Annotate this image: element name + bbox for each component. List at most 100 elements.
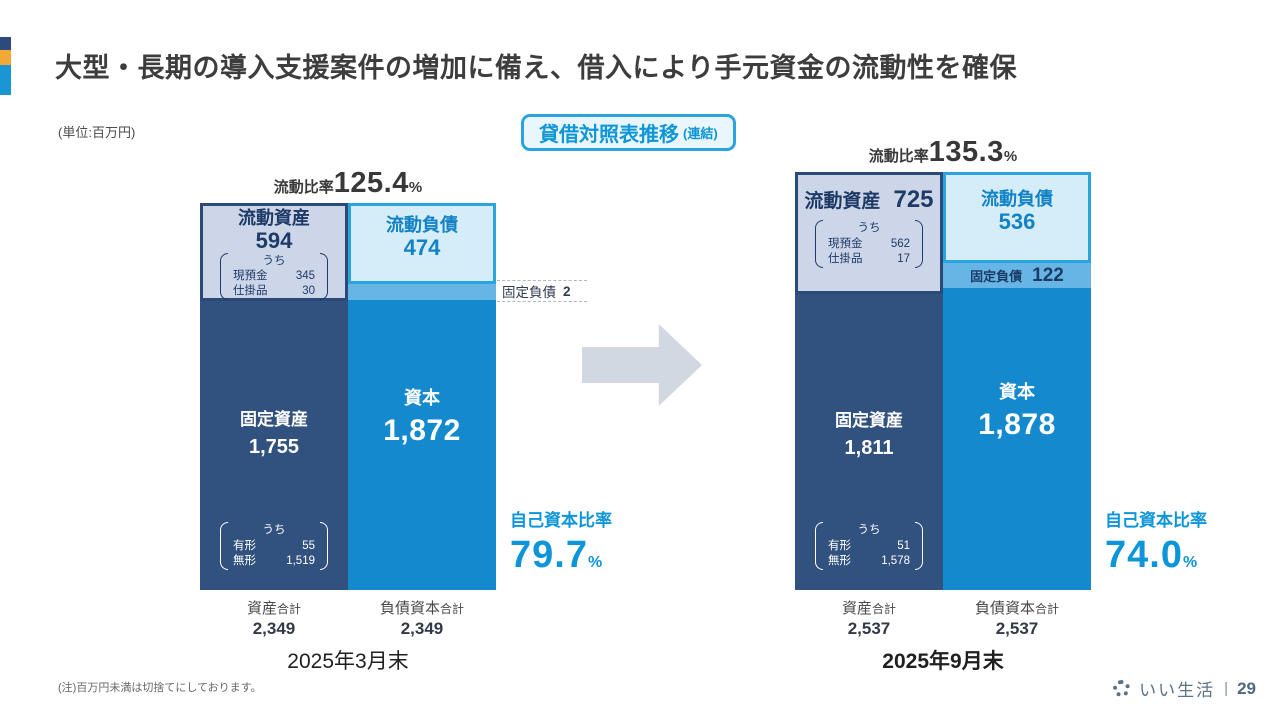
current-assets-label: 流動資産 xyxy=(804,191,881,212)
accent-blue xyxy=(0,65,11,95)
total-label-sub: 合計 xyxy=(277,602,302,616)
breakdown-value: 345 xyxy=(295,270,315,283)
assets-total-value: 2,349 xyxy=(252,619,296,638)
fixed-liabilities-callout: 固定負債 2 xyxy=(497,280,587,302)
breakdown-label: 無形 xyxy=(233,554,256,567)
circular-segments-logo-icon xyxy=(1113,680,1131,697)
accent-navy xyxy=(0,37,11,50)
bracket-right-icon xyxy=(320,522,328,570)
company-logo: いい生活 | 29 xyxy=(1113,676,1256,701)
bracket-right-icon xyxy=(915,220,923,268)
current-liabilities-value: 474 xyxy=(403,234,441,260)
total-label-sub: 合計 xyxy=(872,602,897,616)
breakdown-value: 1,578 xyxy=(881,554,910,567)
current-assets-header: 流動資産 725 xyxy=(804,186,934,213)
breakdown-label: 現預金 xyxy=(828,237,863,250)
right-arrow-icon xyxy=(582,324,702,406)
breakdown-label: 無形 xyxy=(828,554,851,567)
breakdown-value: 55 xyxy=(302,539,315,552)
fixed-assets-breakdown: うち 有形 55 無形 1,519 xyxy=(220,522,328,570)
balance-sheet-badge: 貸借対照表推移 (連結) xyxy=(521,114,736,151)
breakdown-label: 有形 xyxy=(828,539,851,552)
breakdown-row: 現預金 345 xyxy=(233,269,315,284)
period-label-march: 2025年3月末 xyxy=(287,650,409,673)
assets-column: 流動資産 725 うち 現預金 562 仕掛品 17 xyxy=(795,172,943,590)
accent-orange xyxy=(0,50,11,65)
total-label-main: 負債資本 xyxy=(974,600,1035,617)
badge-sub-text: (連結) xyxy=(683,126,718,141)
breakdown-value: 51 xyxy=(897,539,910,552)
fixed-assets-label: 固定資産 xyxy=(835,411,903,430)
breakdown-row: 無形 1,519 xyxy=(233,554,315,569)
current-liabilities-label: 流動負債 xyxy=(981,189,1053,209)
company-name: いい生活 xyxy=(1139,681,1216,700)
liquidity-ratio-unit: % xyxy=(1003,148,1018,165)
equity-ratio-value: 74.0 xyxy=(1105,534,1183,576)
breakdown-prefix: うち xyxy=(857,222,881,235)
equity-ratio-label: 自己資本比率 xyxy=(510,511,612,530)
fixed-assets-section: 固定資産 1,755 うち 有形 55 無形 1,519 xyxy=(200,301,348,590)
assets-total-label: 資産合計 xyxy=(795,597,943,618)
equity-value: 1,872 xyxy=(383,414,461,447)
liquidity-ratio-label: 流動比率 xyxy=(868,148,929,165)
equity-label: 資本 xyxy=(404,388,440,408)
breakdown-row: 仕掛品 17 xyxy=(828,252,910,267)
breakdown-row: 有形 51 xyxy=(828,539,910,554)
breakdown-value: 17 xyxy=(897,252,910,265)
fixed-assets-section: 固定資産 1,811 うち 有形 51 無形 1,578 xyxy=(795,294,943,590)
assets-column: 流動資産 594 うち 現預金 345 仕掛品 30 xyxy=(200,203,348,590)
fixed-liabilities-strip: 固定負債 122 xyxy=(943,263,1091,288)
breakdown-prefix: うち xyxy=(262,524,286,537)
total-label-main: 資産 xyxy=(841,600,872,617)
liabilities-total-label: 負債資本合計 xyxy=(348,597,496,618)
badge-main-text: 貸借対照表推移 xyxy=(539,124,679,146)
bracket-left-icon xyxy=(220,522,228,570)
liabilities-total-march: 負債資本合計 2,349 xyxy=(348,597,496,639)
logo-separator: | xyxy=(1224,680,1229,697)
equity-ratio-value: 79.7 xyxy=(510,534,588,576)
breakdown-row: 無形 1,578 xyxy=(828,554,910,569)
fixed-assets-value: 1,755 xyxy=(248,436,300,458)
fixed-liabilities-value: 122 xyxy=(1032,264,1064,286)
liquidity-ratio-unit: % xyxy=(408,179,423,196)
liquidity-ratio-label: 流動比率 xyxy=(273,179,334,196)
breakdown-row: 仕掛品 30 xyxy=(233,284,315,299)
fixed-assets-label: 固定資産 xyxy=(240,410,308,429)
current-assets-value: 594 xyxy=(255,227,293,253)
liabilities-column: 流動負債 536 固定負債 122 資本 1,878 xyxy=(943,172,1091,590)
breakdown-prefix: うち xyxy=(857,524,881,537)
breakdown-value: 30 xyxy=(302,285,315,298)
equity-ratio-unit: % xyxy=(587,554,603,571)
total-label-sub: 合計 xyxy=(1035,602,1060,616)
current-liabilities-label: 流動負債 xyxy=(386,215,458,235)
current-liabilities-box: 流動負債 536 xyxy=(943,172,1091,263)
liquidity-ratio-value: 125.4 xyxy=(333,167,409,199)
assets-total-march: 資産合計 2,349 xyxy=(200,597,348,639)
breakdown-row: 現預金 562 xyxy=(828,237,910,252)
equity-value: 1,878 xyxy=(978,408,1056,441)
equity-ratio-march: 自己資本比率 79.7 % xyxy=(510,506,700,577)
breakdown-label: 現預金 xyxy=(233,270,268,283)
total-label-main: 負債資本 xyxy=(379,600,440,617)
total-label-main: 資産 xyxy=(246,600,277,617)
breakdown-label: 有形 xyxy=(233,539,256,552)
breakdown-label: 仕掛品 xyxy=(233,285,268,298)
liquidity-ratio-march: 流動比率 125.4 % xyxy=(200,167,496,200)
bracket-left-icon xyxy=(815,220,823,268)
bracket-left-icon xyxy=(220,252,228,301)
current-assets-breakdown: うち 現預金 345 仕掛品 30 xyxy=(220,252,328,301)
equity-section: 資本 1,878 xyxy=(943,288,1091,590)
balance-sheet-chart-march: 流動資産 594 うち 現預金 345 仕掛品 30 xyxy=(200,203,496,590)
fixed-assets-breakdown: うち 有形 51 無形 1,578 xyxy=(815,522,923,570)
equity-ratio-unit: % xyxy=(1182,554,1198,571)
current-assets-label: 流動資産 xyxy=(238,208,310,228)
fixed-liabilities-strip xyxy=(348,284,496,300)
fixed-liabilities-value: 2 xyxy=(563,283,571,299)
slide-title: 大型・長期の導入支援案件の増加に備え、借入により手元資金の流動性を確保 xyxy=(55,53,1017,83)
liabilities-column: 流動負債 474 資本 1,872 xyxy=(348,203,496,590)
period-label-september: 2025年9月末 xyxy=(882,650,1004,673)
total-label-sub: 合計 xyxy=(440,602,465,616)
page-number: 29 xyxy=(1237,678,1256,698)
current-assets-value: 725 xyxy=(893,186,934,213)
